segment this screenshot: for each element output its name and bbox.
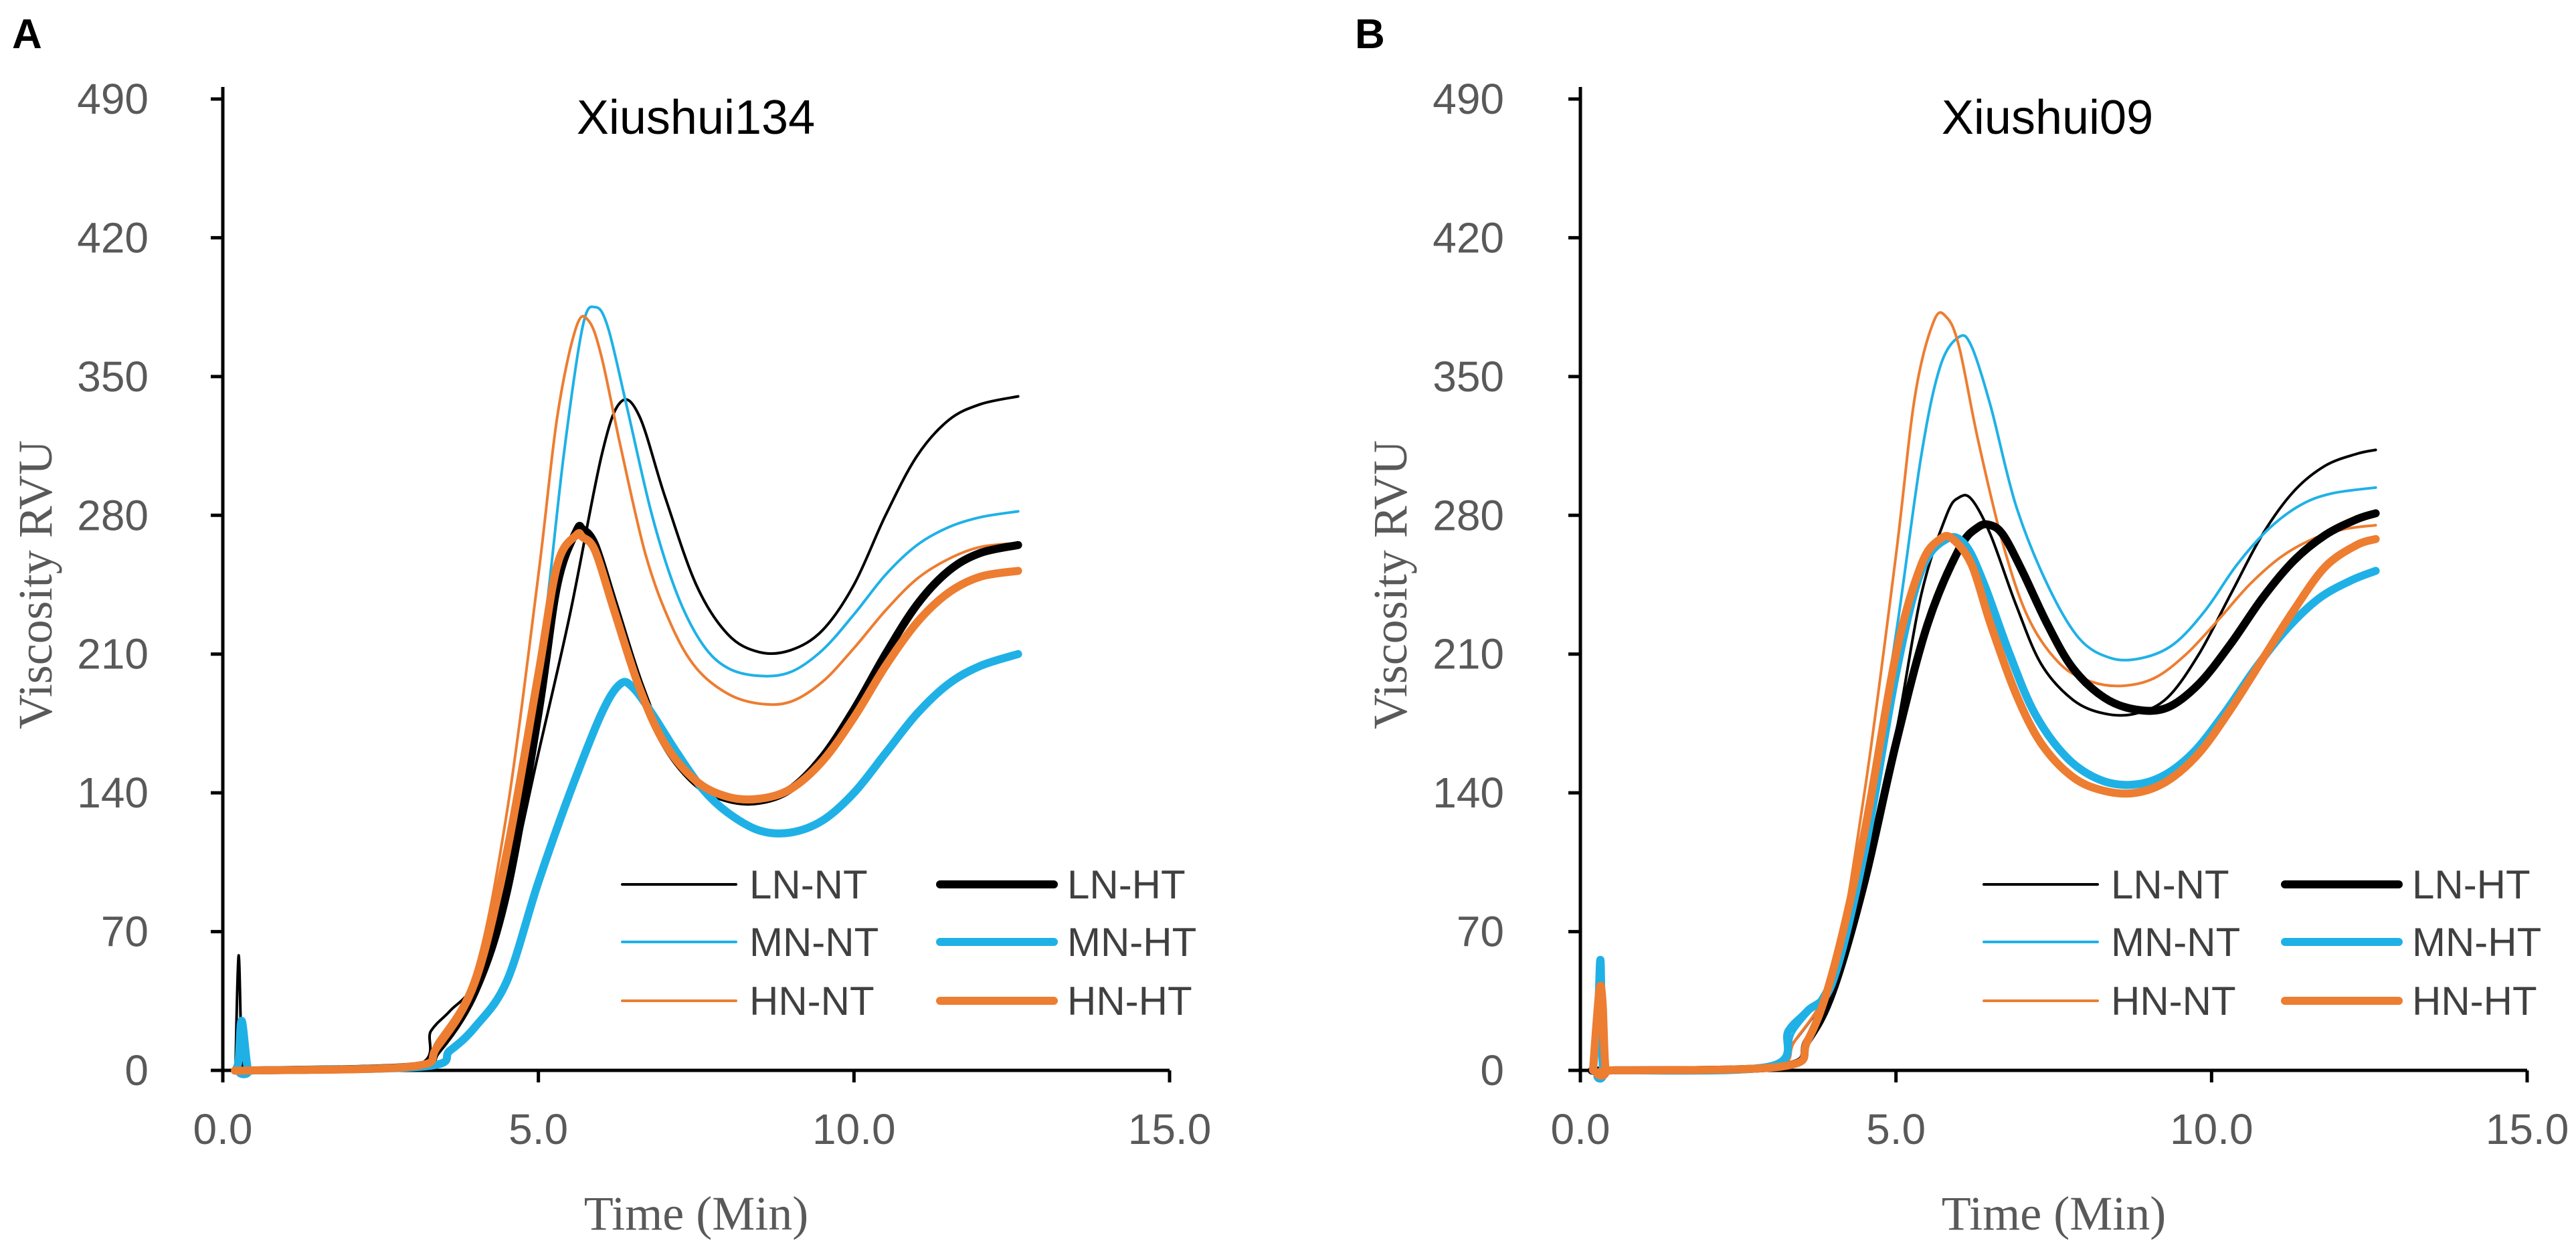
chart-panel-a: A 0 70 140 210 280 350 420 490 0.0 5.0 10.0 15.0 Time… bbox=[9, 11, 1211, 1240]
y-tick-label: 210 bbox=[1433, 630, 1504, 678]
y-tick-label: 0 bbox=[1480, 1046, 1504, 1094]
legend-label-ln-ht: LN-HT bbox=[2412, 862, 2531, 907]
legend-label-mn-ht: MN-HT bbox=[2412, 920, 2541, 965]
y-tick-label: 0 bbox=[124, 1046, 149, 1094]
y-tick-label: 70 bbox=[101, 908, 149, 956]
legend-label-ln-ht: LN-HT bbox=[1067, 862, 1186, 907]
y-tick-label: 490 bbox=[1433, 75, 1504, 123]
x-tick-label: 5.0 bbox=[509, 1105, 568, 1153]
x-tick-label: 5.0 bbox=[1866, 1105, 1926, 1153]
y-tick-label: 420 bbox=[1433, 213, 1504, 262]
legend-label-mn-nt: MN-NT bbox=[749, 920, 879, 965]
legend-label-hn-ht: HN-HT bbox=[1067, 979, 1192, 1024]
series-line-hn-ht bbox=[1588, 532, 2380, 1080]
y-tick-label: 350 bbox=[1433, 353, 1504, 401]
y-tick-label: 490 bbox=[77, 75, 149, 123]
chart-title: Xiushui09 bbox=[1942, 91, 2153, 145]
legend-label-ln-nt: LN-NT bbox=[2111, 862, 2229, 907]
x-axis-title: Time (Min) bbox=[1942, 1187, 2166, 1240]
y-tick-label: 280 bbox=[77, 491, 149, 539]
x-tick-label: 15.0 bbox=[1128, 1105, 1212, 1153]
y-tick-label: 280 bbox=[1433, 491, 1504, 539]
x-tick-label: 0.0 bbox=[193, 1105, 253, 1153]
chart-title: Xiushui134 bbox=[577, 91, 815, 145]
legend-label-ln-nt: LN-NT bbox=[749, 862, 868, 907]
panel-label: B bbox=[1355, 11, 1385, 58]
y-tick-label: 210 bbox=[77, 630, 149, 678]
y-tick-label: 420 bbox=[77, 213, 149, 262]
legend-label-hn-nt: HN-NT bbox=[2111, 979, 2236, 1024]
chart-panel-b: B 0 70 140 210 280 350 420 490 0.0 5.0 10.0 15.0 Time… bbox=[1355, 11, 2569, 1240]
series-line-hn-ht bbox=[231, 528, 1022, 1075]
legend-label-mn-ht: MN-HT bbox=[1067, 920, 1196, 965]
y-tick-label: 140 bbox=[77, 769, 149, 817]
legend-label-mn-nt: MN-NT bbox=[2111, 920, 2240, 965]
panel-label: A bbox=[12, 11, 42, 58]
y-tick-label: 70 bbox=[1457, 908, 1504, 956]
legend-label-hn-nt: HN-NT bbox=[749, 979, 875, 1024]
y-axis-title: Viscosity RVU bbox=[9, 440, 62, 729]
x-tick-label: 10.0 bbox=[812, 1105, 896, 1153]
x-tick-label: 15.0 bbox=[2486, 1105, 2569, 1153]
x-tick-label: 10.0 bbox=[2170, 1105, 2253, 1153]
y-tick-label: 350 bbox=[77, 353, 149, 401]
legend: LN-NT MN-NT HN-NT LN-HT MN-HT HN-HT bbox=[621, 862, 1196, 1024]
x-tick-label: 0.0 bbox=[1551, 1105, 1611, 1153]
y-tick-label: 140 bbox=[1433, 769, 1504, 817]
legend: LN-NT MN-NT HN-NT LN-HT MN-HT HN-HT bbox=[1983, 862, 2541, 1024]
y-axis-title: Viscosity RVU bbox=[1364, 440, 1417, 729]
x-axis-title: Time (Min) bbox=[584, 1187, 808, 1240]
legend-label-hn-ht: HN-HT bbox=[2412, 979, 2537, 1024]
